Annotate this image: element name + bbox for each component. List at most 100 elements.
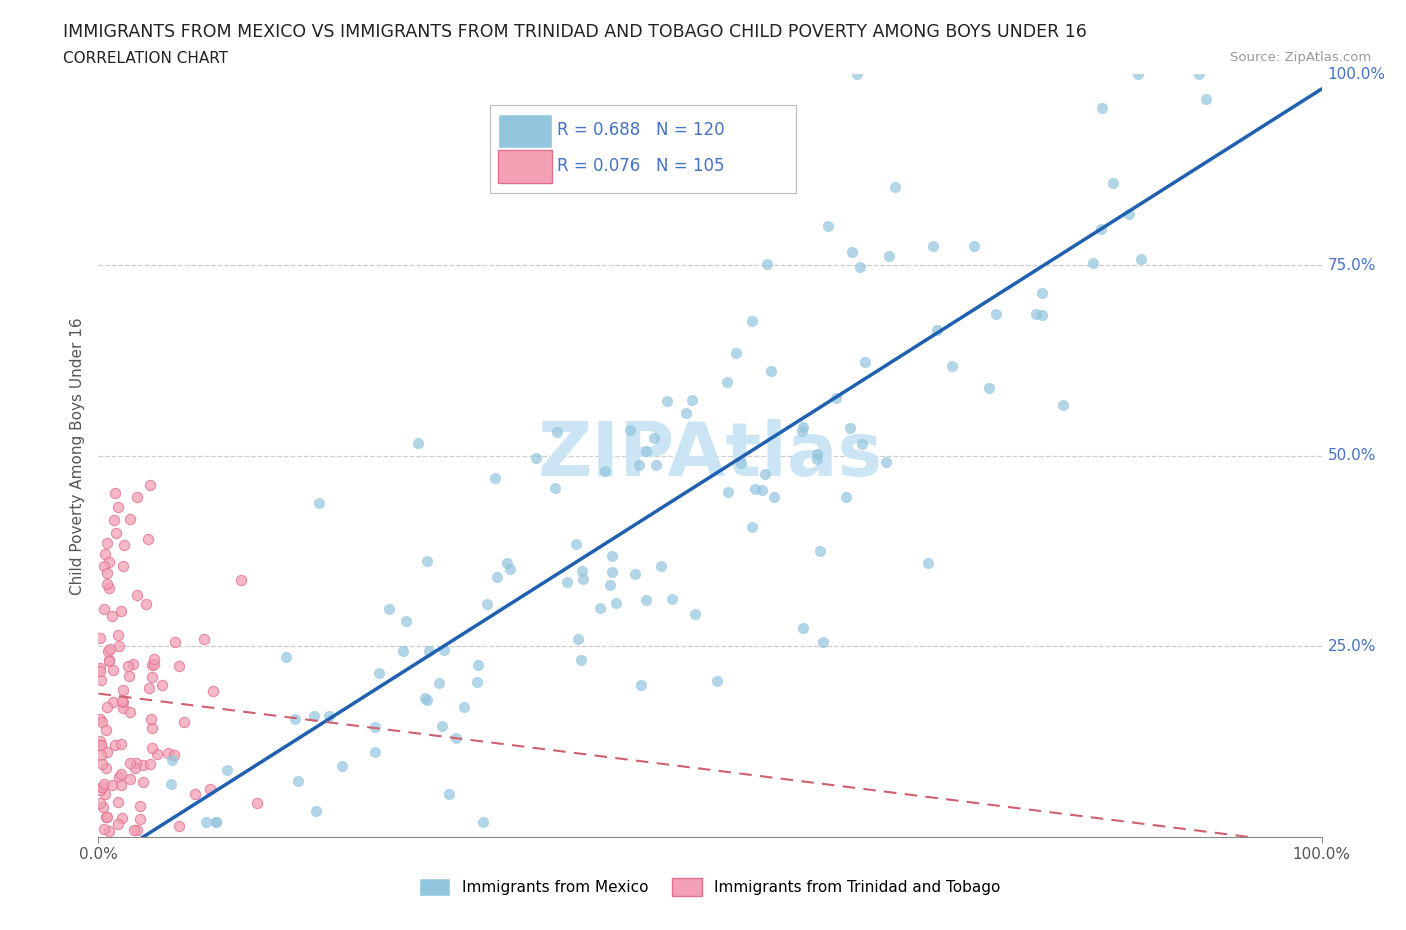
- Point: [368, 666, 391, 681]
- Point: [205, 815, 228, 830]
- Point: [139, 478, 162, 493]
- Point: [432, 719, 454, 734]
- Point: [90, 715, 112, 730]
- Point: [634, 444, 657, 458]
- Point: [378, 602, 401, 617]
- FancyBboxPatch shape: [489, 105, 796, 193]
- Text: 25.0%: 25.0%: [1327, 639, 1376, 654]
- Point: [157, 746, 180, 761]
- Point: [94, 547, 117, 562]
- Point: [555, 575, 578, 590]
- Point: [96, 699, 118, 714]
- Point: [619, 423, 641, 438]
- Point: [141, 720, 163, 735]
- Point: [98, 580, 121, 595]
- Point: [1031, 308, 1053, 323]
- Point: [744, 482, 766, 497]
- Point: [602, 549, 624, 564]
- Text: Source: ZipAtlas.com: Source: ZipAtlas.com: [1230, 51, 1371, 64]
- Point: [118, 668, 141, 683]
- Point: [759, 364, 782, 379]
- Y-axis label: Child Poverty Among Boys Under 16: Child Poverty Among Boys Under 16: [70, 317, 86, 594]
- Point: [853, 355, 876, 370]
- Point: [141, 711, 163, 726]
- Point: [593, 463, 616, 478]
- Point: [118, 512, 141, 526]
- Point: [94, 761, 117, 776]
- Point: [93, 822, 115, 837]
- Point: [198, 781, 221, 796]
- Point: [287, 774, 309, 789]
- Point: [683, 607, 706, 622]
- Point: [643, 431, 665, 445]
- Point: [330, 759, 353, 774]
- Point: [605, 595, 627, 610]
- Point: [231, 573, 253, 588]
- Point: [305, 804, 328, 818]
- Point: [90, 747, 112, 762]
- Point: [141, 658, 163, 672]
- Point: [107, 499, 129, 514]
- Point: [567, 631, 589, 646]
- Point: [101, 609, 124, 624]
- Point: [792, 419, 814, 434]
- Point: [89, 734, 111, 749]
- Point: [1091, 100, 1114, 115]
- Point: [471, 815, 494, 830]
- Point: [98, 641, 121, 656]
- Point: [806, 447, 828, 462]
- FancyBboxPatch shape: [498, 150, 553, 183]
- Point: [1052, 398, 1074, 413]
- Point: [623, 566, 645, 581]
- Point: [89, 711, 111, 726]
- Point: [103, 512, 125, 527]
- Point: [437, 787, 460, 802]
- Point: [817, 219, 839, 233]
- Point: [193, 631, 215, 646]
- Point: [845, 67, 868, 82]
- Point: [544, 481, 567, 496]
- Point: [93, 558, 115, 573]
- Point: [107, 794, 129, 809]
- Point: [117, 658, 139, 673]
- Point: [96, 536, 118, 551]
- Point: [143, 652, 166, 667]
- Text: CORRELATION CHART: CORRELATION CHART: [63, 51, 228, 66]
- Point: [1118, 206, 1140, 221]
- Point: [111, 810, 134, 825]
- Point: [790, 423, 813, 438]
- Point: [110, 603, 132, 618]
- Point: [467, 658, 489, 672]
- Point: [841, 245, 863, 259]
- Point: [163, 634, 186, 649]
- Point: [141, 670, 163, 684]
- Point: [599, 578, 621, 592]
- Point: [318, 708, 340, 723]
- Point: [589, 601, 612, 616]
- Point: [124, 761, 146, 776]
- Point: [979, 381, 1001, 396]
- Point: [120, 772, 142, 787]
- Point: [160, 752, 183, 767]
- Point: [127, 587, 149, 602]
- Point: [98, 554, 121, 569]
- Point: [806, 452, 828, 467]
- Text: R = 0.076   N = 105: R = 0.076 N = 105: [557, 157, 724, 175]
- Point: [565, 537, 588, 551]
- Point: [118, 705, 141, 720]
- Point: [129, 799, 152, 814]
- Point: [283, 711, 305, 726]
- Point: [215, 763, 238, 777]
- FancyBboxPatch shape: [498, 114, 553, 148]
- Point: [1083, 256, 1105, 271]
- Point: [808, 543, 831, 558]
- Point: [101, 777, 124, 792]
- Point: [395, 613, 418, 628]
- Point: [96, 810, 118, 825]
- Point: [416, 553, 439, 568]
- Point: [571, 564, 593, 578]
- Point: [91, 800, 114, 815]
- Point: [941, 359, 963, 374]
- Point: [427, 675, 450, 690]
- Point: [879, 248, 901, 263]
